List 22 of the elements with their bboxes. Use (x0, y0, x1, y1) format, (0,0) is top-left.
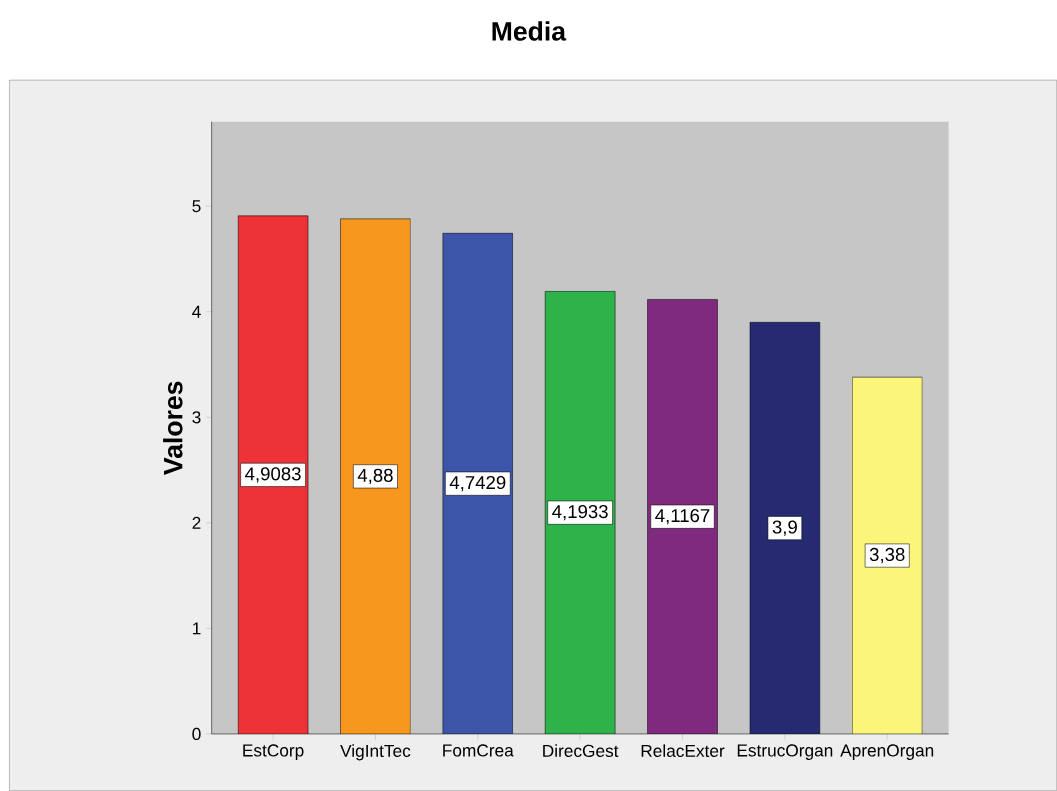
y-axis-title: Valores (163, 381, 183, 475)
data-label: 4,1933 (552, 504, 608, 521)
x-tick-label: RelacExter (641, 744, 725, 758)
data-label: 4,7429 (449, 475, 506, 492)
data-label: 4,1167 (655, 509, 710, 525)
data-label: 3,38 (869, 547, 905, 564)
y-tick-label: 4 (192, 305, 201, 318)
data-label: 4,9083 (245, 467, 301, 483)
x-tick-label: VigIntTec (340, 744, 411, 761)
data-label: 4,88 (357, 468, 393, 485)
y-tick-label: 0 (192, 727, 201, 741)
data-label: 3,9 (772, 520, 797, 536)
x-tick-label: EstrucOrgan (737, 744, 833, 760)
y-tick-label: 1 (193, 622, 201, 635)
y-tick-label: 3 (192, 411, 201, 424)
y-tick-label: 2 (192, 516, 201, 529)
y-tick-label: 5 (192, 200, 201, 213)
x-tick-label: EstCorp (243, 744, 304, 760)
chart-title: Media (492, 21, 567, 41)
x-tick-label: FomCrea (443, 744, 514, 757)
x-tick-label: AprenOrgan (840, 744, 934, 760)
x-tick-label: DirecGest (543, 744, 619, 758)
